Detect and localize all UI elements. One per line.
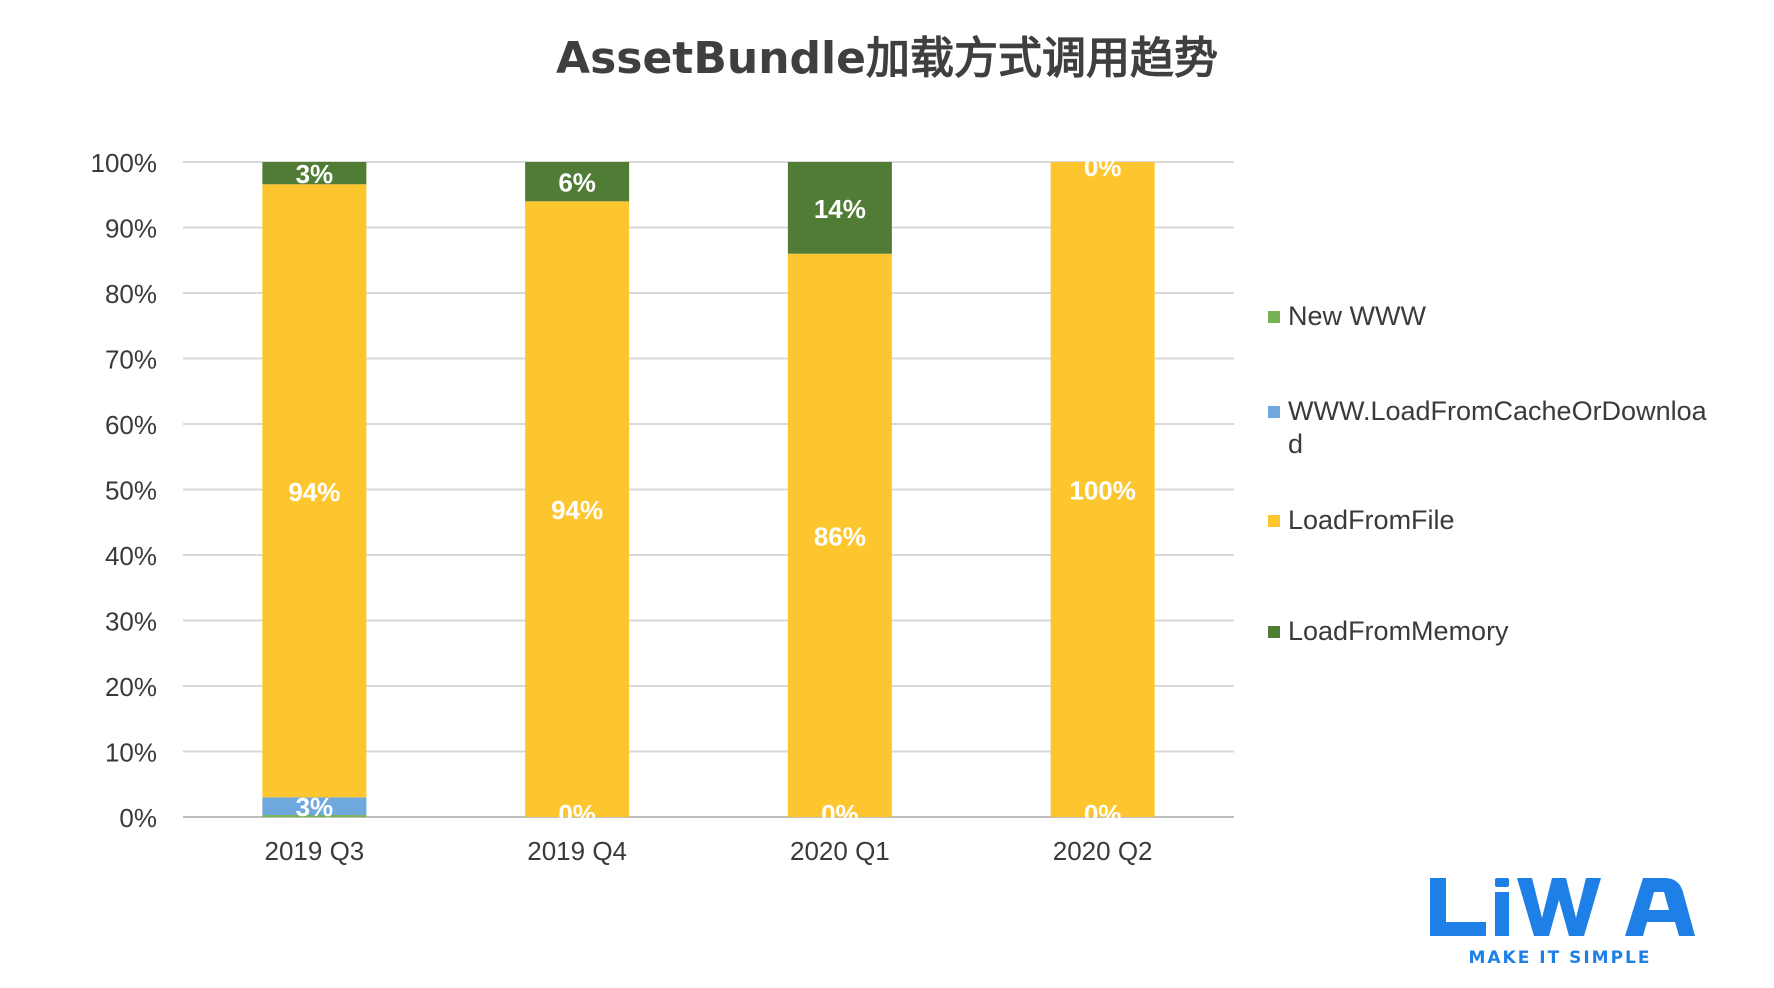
legend-swatch (1268, 311, 1280, 323)
data-label: 100% (1069, 476, 1136, 506)
legend-label: LoadFromFile (1288, 505, 1455, 535)
legend-swatch (1268, 406, 1280, 418)
y-tick-label: 20% (105, 672, 157, 702)
data-label: 86% (814, 521, 866, 551)
y-tick-label: 100% (91, 148, 158, 178)
bar-segment (262, 815, 367, 817)
data-label: 3% (296, 792, 334, 822)
x-tick-label: 2020 Q2 (1053, 836, 1153, 866)
bar-segment (262, 797, 367, 816)
data-label: 0% (821, 799, 859, 829)
bar-segment (262, 184, 367, 798)
x-axis: 2019 Q3 2019 Q4 2020 Q1 2020 Q2 (265, 836, 1153, 866)
y-tick-label: 80% (105, 279, 157, 309)
data-label: 6% (558, 168, 596, 198)
legend-item-new-www: New WWW (1268, 300, 1718, 333)
y-tick-label: 10% (105, 738, 157, 768)
y-tick-label: 60% (105, 410, 157, 440)
y-tick-label: 0% (119, 803, 157, 833)
bar-segment (787, 162, 892, 254)
data-label: 0% (558, 799, 596, 829)
legend: New WWW WWW.LoadFromCacheOrDownload Load… (1268, 300, 1718, 648)
y-tick-label: 30% (105, 607, 157, 637)
chart-title: AssetBundle加载方式调用趋势 (556, 33, 1218, 84)
data-label: 3% (296, 159, 334, 189)
bars (262, 162, 1155, 818)
x-tick-label: 2020 Q1 (790, 836, 890, 866)
legend-label: New WWW (1288, 301, 1426, 331)
legend-item-loadfromfile: LoadFromFile (1268, 504, 1718, 537)
x-tick-label: 2019 Q3 (265, 836, 365, 866)
data-label: 14% (814, 194, 866, 224)
y-tick-label: 40% (105, 541, 157, 571)
y-tick-label: 50% (105, 476, 157, 506)
y-axis: 0% 10% 20% 30% 40% 50% 60% 70% 80% 90% 100% (91, 148, 158, 833)
data-label: 94% (288, 477, 340, 507)
data-labels: 3% 94% 3% 0% 94% 6% 0% 86% 14% 0% 100% 0% (288, 152, 1136, 829)
liwa-logo (1430, 878, 1695, 936)
legend-label: WWW.LoadFromCacheOrDownload (1288, 396, 1707, 459)
y-tick-label: 70% (105, 345, 157, 375)
data-label: 0% (1084, 152, 1122, 182)
y-tick-label: 90% (105, 214, 157, 244)
bar-segment (525, 201, 630, 818)
data-label: 0% (1084, 799, 1122, 829)
legend-item-www-loadfromcacheordownload: WWW.LoadFromCacheOrDownload (1268, 395, 1708, 461)
bar-segment (525, 162, 630, 202)
legend-label: LoadFromMemory (1288, 616, 1509, 646)
bar-segment (262, 162, 367, 185)
bar-segment (787, 253, 892, 817)
legend-item-loadfrommemory: LoadFromMemory (1268, 615, 1718, 648)
legend-swatch (1268, 626, 1280, 638)
x-tick-label: 2019 Q4 (527, 836, 627, 866)
data-label: 94% (551, 495, 603, 525)
logo-tagline: MAKE IT SIMPLE (1468, 948, 1652, 968)
bar-segment (1050, 162, 1155, 817)
legend-swatch (1268, 515, 1280, 527)
